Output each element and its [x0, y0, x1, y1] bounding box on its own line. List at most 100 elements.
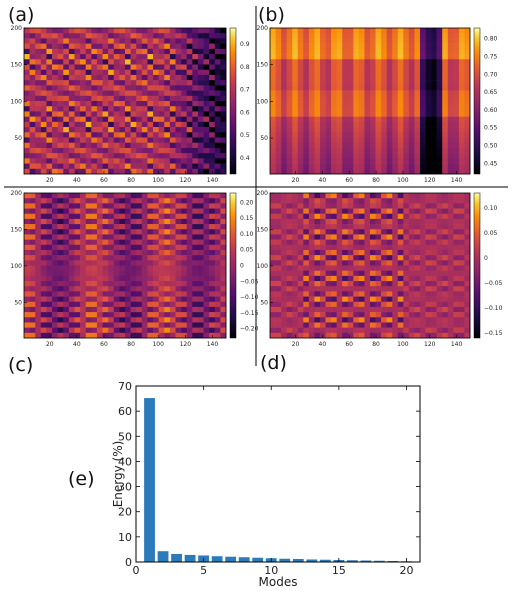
x-tick-label: 20: [46, 177, 54, 184]
heatmap-cell: [158, 158, 165, 164]
heatmap-cell: [136, 106, 143, 112]
heatmap-cell: [442, 127, 449, 133]
heatmap-cell: [125, 48, 131, 55]
heatmap-cell: [375, 80, 382, 86]
heatmap-cell: [57, 158, 64, 164]
heatmap-cell: [175, 234, 182, 240]
heatmap-cell: [63, 132, 70, 138]
x-tick-label: 80: [127, 341, 135, 348]
heatmap-cell: [403, 332, 410, 339]
heatmap-cell: [102, 306, 109, 313]
heatmap-cell: [57, 153, 64, 159]
heatmap-cell: [453, 208, 460, 215]
heatmap-cell: [453, 244, 460, 251]
heatmap-cell: [447, 234, 454, 240]
heatmap-cell: [119, 69, 126, 76]
heatmap-cell: [29, 203, 36, 209]
heatmap-cell: [147, 90, 154, 97]
heatmap-cell: [35, 111, 42, 117]
heatmap-cell: [347, 322, 354, 328]
heatmap-cell: [364, 296, 371, 303]
heatmap-cell: [108, 332, 115, 339]
heatmap-cell: [153, 85, 159, 91]
heatmap-cell: [303, 291, 310, 297]
heatmap-cell: [153, 80, 159, 86]
heatmap-cell: [436, 218, 443, 225]
heatmap-cell: [414, 116, 421, 123]
heatmap-cell: [85, 163, 92, 170]
heatmap-cell: [453, 312, 460, 318]
heatmap-cell: [68, 317, 75, 323]
heatmap-cell: [147, 301, 154, 308]
heatmap-cell: [431, 332, 437, 339]
heatmap-cell: [220, 281, 227, 287]
heatmap-cell: [342, 255, 349, 261]
heatmap-cell: [358, 301, 365, 308]
heatmap-cell: [408, 38, 415, 44]
heatmap-cell: [186, 270, 193, 277]
heatmap-cell: [336, 291, 343, 297]
heatmap-cell: [442, 95, 449, 102]
heatmap-cell: [192, 163, 199, 170]
heatmap-cell: [102, 74, 109, 81]
heatmap-cell: [347, 106, 354, 112]
x-tick-label: 100: [397, 341, 409, 348]
heatmap-cell: [375, 43, 382, 50]
heatmap-cell: [46, 147, 53, 154]
heatmap-cell: [85, 33, 92, 39]
heatmap-cell: [420, 332, 426, 339]
heatmap-cell: [397, 132, 404, 138]
heatmap-cell: [358, 64, 365, 71]
heatmap-cell: [197, 198, 204, 204]
heatmap-cell: [74, 281, 81, 287]
heatmap-cell: [96, 33, 103, 39]
heatmap-cell: [381, 224, 387, 230]
heatmap-cell: [52, 43, 58, 50]
heatmap-cell: [447, 163, 454, 170]
heatmap-cell: [286, 224, 293, 230]
heatmap-cell: [186, 275, 193, 282]
heatmap-cell: [314, 249, 321, 256]
heatmap-cell: [297, 203, 304, 209]
heatmap-cell: [347, 90, 354, 97]
heatmap-cell: [403, 33, 410, 39]
heatmap-cell: [130, 54, 137, 60]
heatmap-cell: [297, 229, 304, 235]
heatmap-cell: [136, 286, 143, 292]
heatmap-cell: [130, 116, 137, 123]
heatmap-cell: [85, 142, 92, 149]
heatmap-cell: [431, 306, 437, 313]
heatmap-cell: [209, 332, 216, 339]
heatmap-cell: [80, 270, 87, 277]
heatmap-cell: [158, 48, 165, 55]
heatmap-cell: [281, 281, 287, 287]
heatmap-cell: [119, 95, 126, 102]
heatmap-cell: [458, 59, 465, 65]
heatmap-cell: [381, 101, 387, 107]
heatmap-cell: [364, 244, 371, 251]
heatmap-cell: [442, 291, 449, 297]
heatmap-cell: [420, 281, 426, 287]
heatmap-cell: [286, 281, 293, 287]
heatmap-cell: [392, 85, 399, 91]
heatmap-cell: [91, 203, 98, 209]
heatmap-cell: [397, 59, 404, 65]
heatmap-cell: [336, 111, 343, 117]
heatmap-cell: [281, 193, 287, 199]
heatmap-cell: [314, 80, 321, 86]
heatmap-cell: [74, 158, 81, 164]
heatmap-cell: [29, 147, 36, 154]
heatmap-cell: [392, 291, 399, 297]
heatmap-cell: [35, 234, 42, 240]
heatmap-cell: [342, 312, 349, 318]
heatmap-cell: [220, 163, 227, 170]
heatmap-cell: [286, 101, 293, 107]
colorbar: [473, 27, 481, 175]
heatmap-cell: [420, 301, 426, 308]
heatmap-cell: [308, 260, 315, 266]
heatmap-cell: [125, 239, 131, 246]
heatmap-cell: [214, 85, 221, 91]
bar-mode-19: [387, 560, 399, 562]
heatmap-cell: [29, 142, 36, 149]
